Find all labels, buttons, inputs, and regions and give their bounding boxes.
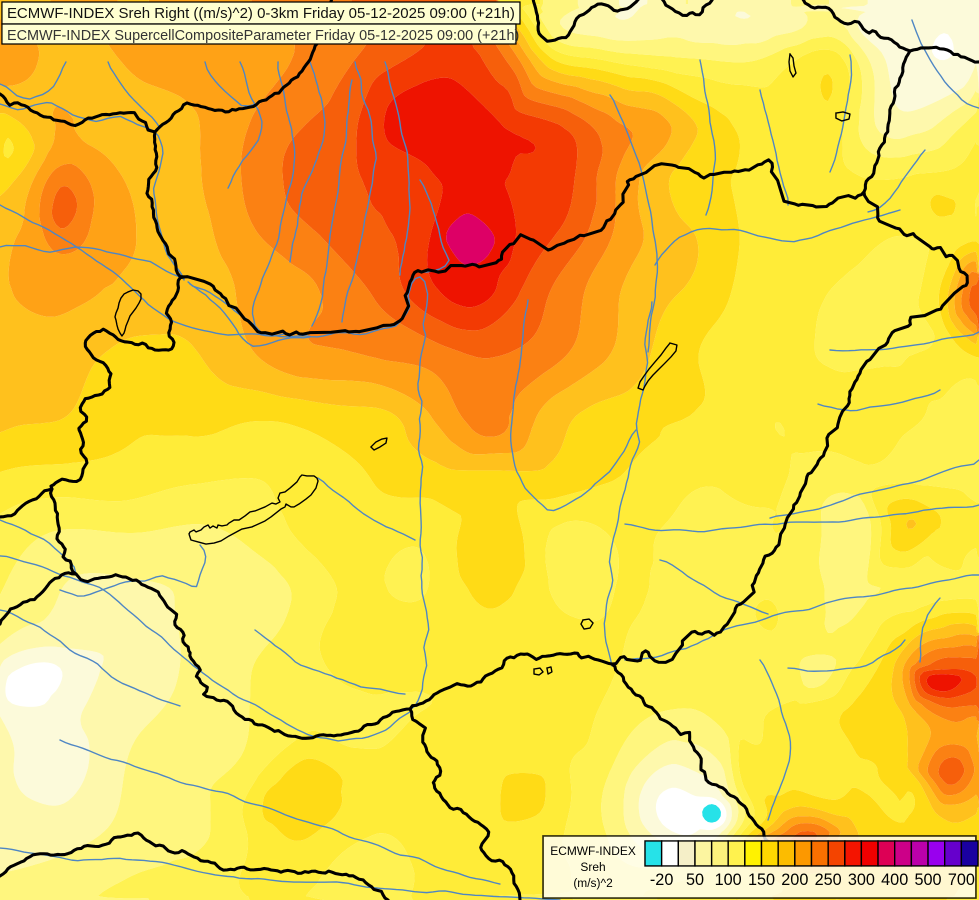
svg-text:ECMWF-INDEX SupercellComposite: ECMWF-INDEX SupercellCompositeParameter … [7,28,519,44]
svg-text:700: 700 [948,871,975,889]
svg-text:150: 150 [748,871,775,889]
svg-text:300: 300 [848,871,875,889]
svg-text:ECMWF-INDEX: ECMWF-INDEX [550,844,636,858]
svg-text:400: 400 [881,871,908,889]
svg-text:ECMWF-INDEX Sreh Right ((m/s)^: ECMWF-INDEX Sreh Right ((m/s)^2) 0-3km F… [7,5,515,22]
svg-text:500: 500 [914,871,941,889]
svg-text:Sreh: Sreh [580,860,605,874]
svg-text:200: 200 [781,871,808,889]
svg-text:250: 250 [815,871,842,889]
svg-text:50: 50 [686,871,704,889]
svg-text:100: 100 [715,871,742,889]
svg-text:-20: -20 [650,871,673,889]
svg-text:(m/s)^2: (m/s)^2 [573,876,613,890]
